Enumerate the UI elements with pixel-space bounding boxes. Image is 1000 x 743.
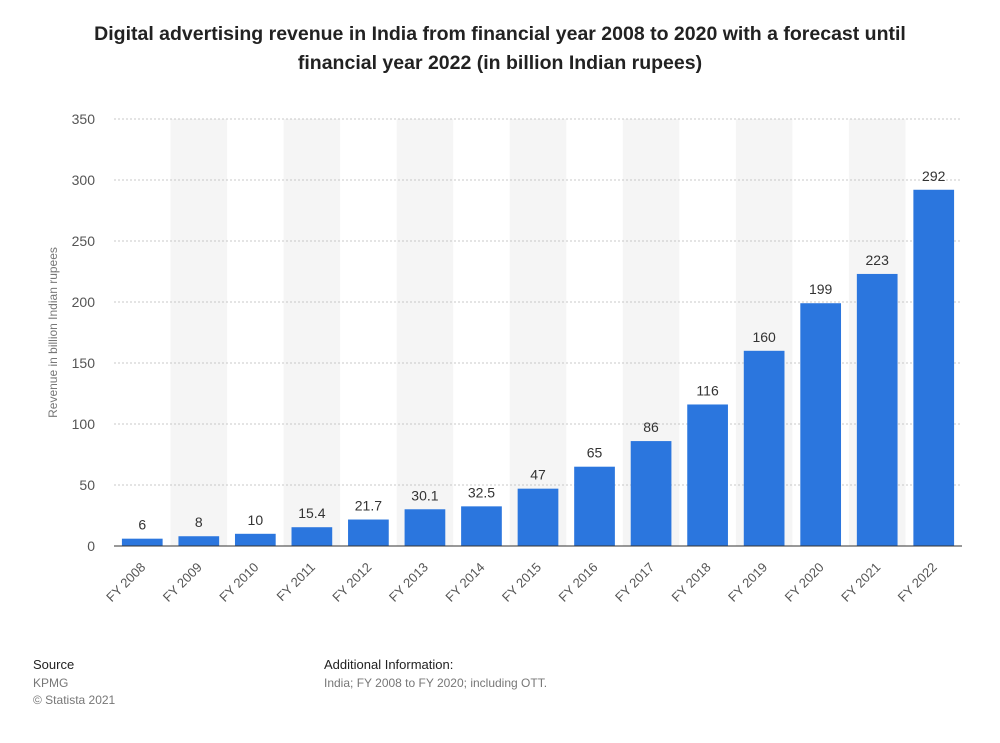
y-tick-label: 300 [72,172,96,188]
x-tick-label: FY 2012 [329,560,374,605]
x-tick-label: FY 2013 [386,560,431,605]
bar[interactable] [800,303,842,546]
x-tick-label: FY 2015 [499,560,544,605]
bar[interactable] [291,527,333,546]
x-tick-label: FY 2021 [838,560,883,605]
bars [121,189,955,546]
x-tick-label: FY 2016 [555,560,600,605]
x-tick-label: FY 2008 [103,560,148,605]
bar[interactable] [743,350,785,546]
column-band [396,119,454,546]
value-label: 47 [530,467,546,483]
value-label: 292 [922,168,946,184]
x-tick-label: FY 2017 [612,560,657,605]
x-tick-label: FY 2022 [895,560,940,605]
y-tick-label: 50 [79,477,95,493]
x-tick-label: FY 2010 [216,560,261,605]
value-label: 223 [866,252,890,268]
value-label: 30.1 [411,487,438,503]
y-tick-labels: 0 50 100 150 200 250 300 350 [72,111,96,554]
x-tick-label: FY 2014 [442,560,487,605]
value-label: 199 [809,281,833,297]
x-tick-labels: FY 2008 FY 2009 FY 2010 FY 2011 FY 2012 FY 20… [103,560,940,605]
y-tick-label: 0 [87,538,95,554]
bar[interactable] [234,533,276,546]
x-tick-label: FY 2019 [725,560,770,605]
bar[interactable] [178,536,220,546]
copyright: © Statista 2021 [33,693,116,707]
value-label: 10 [248,512,264,528]
bar[interactable] [574,466,615,546]
additional-info-heading: Additional Information: [324,657,454,672]
bar[interactable] [348,519,389,546]
value-label: 32.5 [468,484,495,500]
bar[interactable] [121,538,163,546]
y-tick-label: 150 [72,355,96,371]
y-tick-label: 250 [72,233,96,249]
column-band [283,119,341,546]
y-axis-label: Revenue in billion Indian rupees [46,247,60,418]
bar[interactable] [687,404,728,546]
bar[interactable] [630,441,672,546]
y-tick-label: 350 [72,111,96,127]
column-band [170,119,228,546]
x-tick-label: FY 2011 [273,560,318,605]
value-label: 160 [752,329,776,345]
value-label: 6 [138,517,146,533]
bar[interactable] [461,506,502,546]
source-heading: Source [33,657,75,672]
x-tick-label: FY 2009 [160,560,205,605]
chart-title: Digital advertising revenue in India fro… [94,23,906,74]
value-labels: 6 8 10 15.4 21.7 30.1 32.5 47 65 86 116 160 199 223 29… [138,168,945,533]
x-tick-label: FY 2018 [669,560,714,605]
value-label: 21.7 [355,498,382,514]
y-tick-label: 200 [72,294,96,310]
value-label: 15.4 [298,505,325,521]
value-label: 8 [195,514,203,530]
gridlines [114,118,962,486]
additional-info-text: India; FY 2008 to FY 2020; including OTT… [324,676,548,690]
bar[interactable] [517,488,559,546]
value-label: 86 [643,419,659,435]
y-tick-label: 100 [72,416,96,432]
column-band [509,119,567,546]
x-tick-label: FY 2020 [782,560,827,605]
value-label: 116 [696,382,719,398]
bar[interactable] [913,189,955,546]
source-name: KPMG [33,676,69,690]
bar[interactable] [404,509,446,546]
value-label: 65 [587,445,603,461]
bar[interactable] [856,273,898,546]
